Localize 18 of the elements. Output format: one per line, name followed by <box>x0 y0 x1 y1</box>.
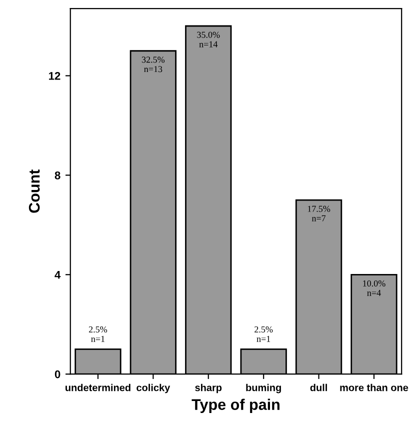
data-label: 17.5% n=7 <box>308 206 330 222</box>
data-label: 10.0% n=4 <box>363 280 386 296</box>
y-axis-title: Count <box>28 169 40 213</box>
x-tick-label: dull <box>310 384 327 392</box>
x-tick-label: buming <box>246 384 281 394</box>
data-label: 2.5% n=1 <box>254 326 273 342</box>
y-tick-label: 0 <box>54 370 60 378</box>
x-tick-label: colicky <box>136 384 170 394</box>
data-label: 35.0% n=14 <box>197 32 220 48</box>
data-label: 2.5% n=1 <box>88 326 108 342</box>
y-tick-label: 8 <box>54 171 60 180</box>
x-axis-title: Type of pain <box>192 398 280 413</box>
x-tick-label: more than one <box>340 384 408 392</box>
data-label: 32.5% n=13 <box>142 56 165 72</box>
x-tick-label: undetermined <box>66 384 130 392</box>
y-tick-label: 4 <box>54 271 61 279</box>
y-tick-label: 12 <box>49 72 60 80</box>
x-tick-label: sharp <box>195 384 222 394</box>
